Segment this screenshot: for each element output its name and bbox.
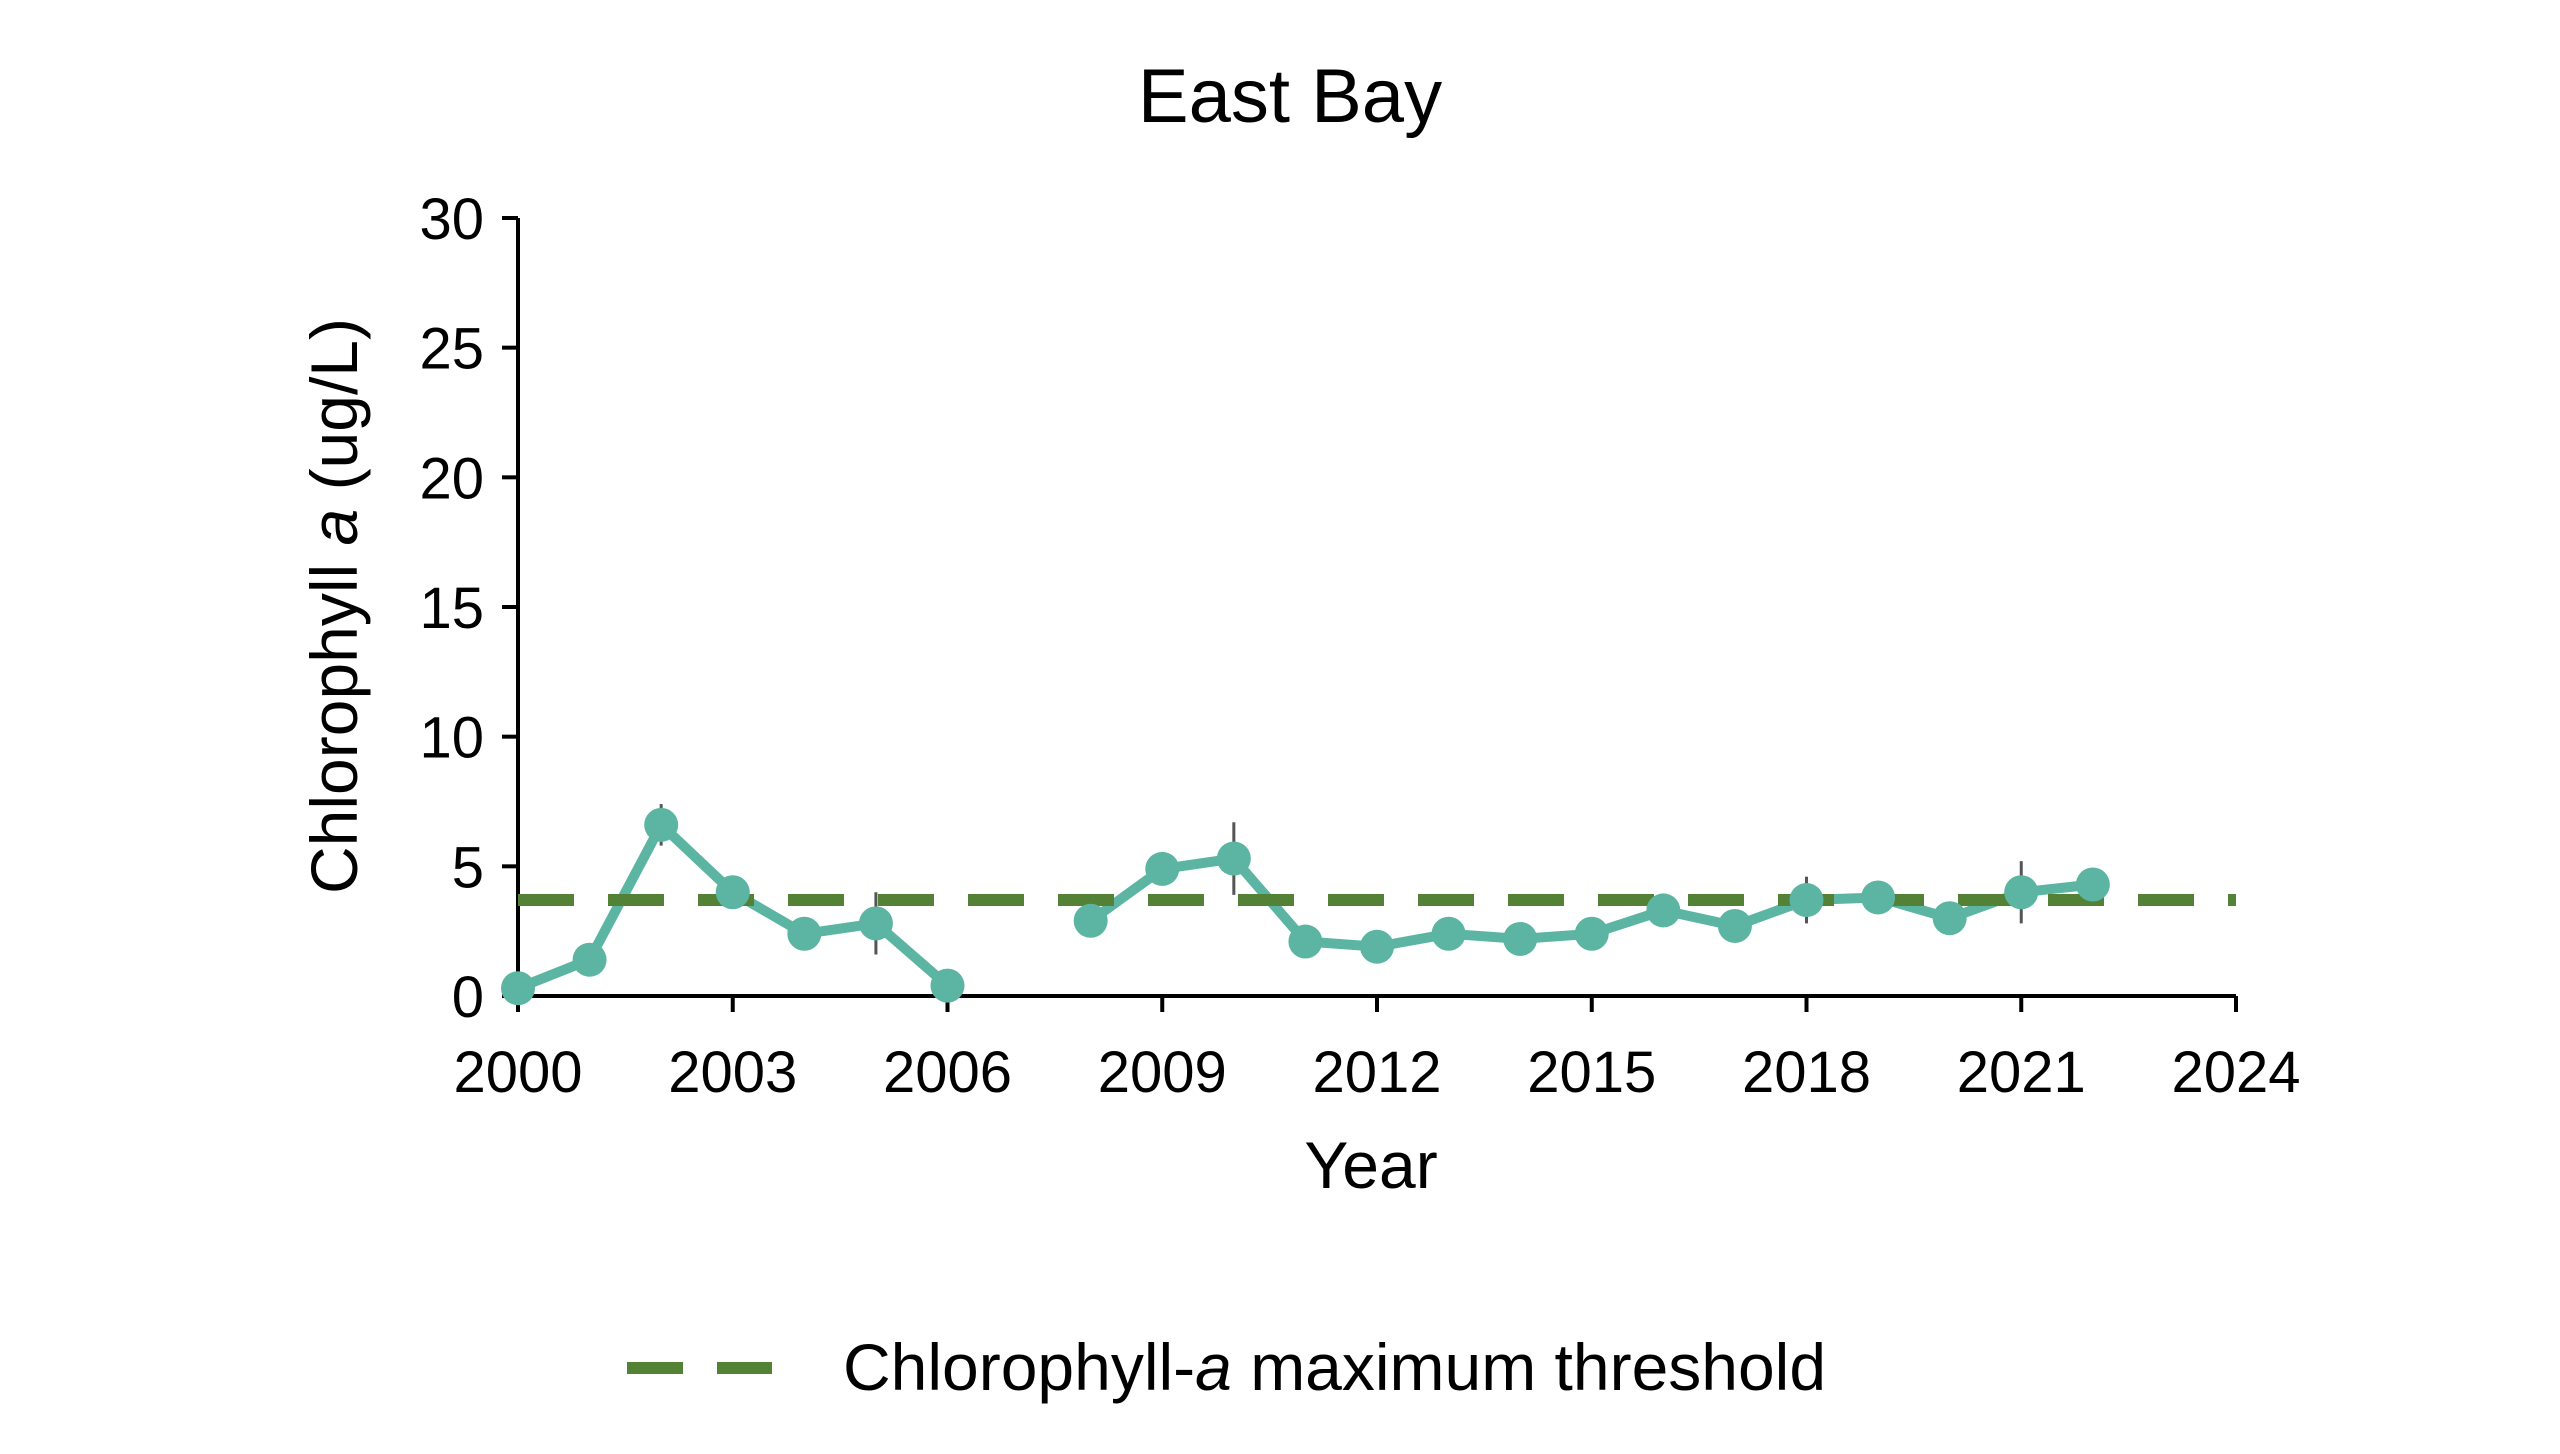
x-tick-label-2021: 2021 xyxy=(1957,1040,2086,1105)
data-point-2004 xyxy=(787,916,822,951)
x-tick-label-2024: 2024 xyxy=(2171,1040,2300,1105)
data-point-2017 xyxy=(1717,908,1752,943)
x-tick-label-2003: 2003 xyxy=(668,1040,797,1105)
data-point-2006 xyxy=(930,968,965,1003)
data-point-2002 xyxy=(644,807,679,842)
y-axis-title-part-1: Chlorophyll xyxy=(297,545,371,894)
data-point-2000 xyxy=(501,971,535,1006)
data-point-2003 xyxy=(715,875,750,910)
y-axis-title-part-2: a xyxy=(297,509,371,546)
data-point-2013 xyxy=(1431,916,1466,951)
legend: Chlorophyll-a maximum threshold xyxy=(627,1330,1826,1404)
y-tick-label-20: 20 xyxy=(419,446,484,511)
x-tick-label-2000: 2000 xyxy=(453,1040,582,1105)
legend-label-threshold: Chlorophyll-a maximum threshold xyxy=(843,1330,1826,1404)
data-point-2012 xyxy=(1360,929,1394,964)
data-point-2014 xyxy=(1503,921,1538,956)
data-point-2011 xyxy=(1288,924,1323,959)
legend-label-part-2: a xyxy=(1195,1330,1232,1404)
y-tick-label-5: 5 xyxy=(452,835,484,900)
data-point-2019 xyxy=(1861,880,1896,915)
data-point-2008 xyxy=(1073,903,1108,938)
legend-label-part-3: maximum threshold xyxy=(1232,1330,1826,1404)
data-point-2005 xyxy=(858,906,893,941)
y-axis-title-part-3: (ug/L) xyxy=(297,318,371,509)
data-point-2018 xyxy=(1789,883,1824,918)
y-tick-label-15: 15 xyxy=(419,576,484,641)
legend-label-part-1: Chlorophyll- xyxy=(843,1330,1195,1404)
chart-title: East Bay xyxy=(1138,54,1442,139)
data-point-2021 xyxy=(2004,875,2039,910)
y-axis-title: Chlorophyll a (ug/L) xyxy=(297,318,371,894)
data-point-2010 xyxy=(1216,841,1251,876)
data-point-2022 xyxy=(2075,867,2110,902)
data-point-2015 xyxy=(1574,916,1609,951)
x-tick-label-2015: 2015 xyxy=(1527,1040,1656,1105)
y-tick-label-10: 10 xyxy=(419,706,484,771)
x-tick-label-2009: 2009 xyxy=(1098,1040,1227,1105)
data-point-2016 xyxy=(1646,893,1681,928)
data-point-2020 xyxy=(1932,901,1967,936)
y-tick-label-30: 30 xyxy=(419,187,484,252)
y-tick-label-25: 25 xyxy=(419,317,484,382)
data-point-2009 xyxy=(1145,851,1180,886)
data-point-2001 xyxy=(572,942,607,977)
x-tick-label-2006: 2006 xyxy=(883,1040,1012,1105)
y-tick-label-0: 0 xyxy=(452,965,484,1030)
x-tick-label-2018: 2018 xyxy=(1742,1040,1871,1105)
plot-area: 0 5 10 15 20 25 30 2000 2003 2006 2009 2012 2015 2018… xyxy=(419,187,2300,1105)
x-tick-label-2012: 2012 xyxy=(1312,1040,1441,1105)
x-axis-title: Year xyxy=(1304,1128,1437,1202)
